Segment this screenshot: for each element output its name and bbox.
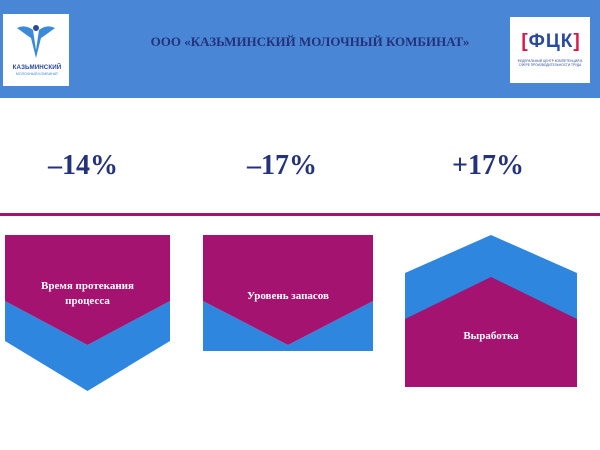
logo-left-subtitle: МОЛОЧНЫЙ КОМБИНАТ	[15, 72, 59, 76]
fck-logo: [ФЦК] ФЕДЕРАЛЬНЫЙ ЦЕНТР КОМПЕТЕНЦИЙ В СФ…	[510, 17, 590, 83]
chevron-down-process-time	[5, 235, 170, 391]
fck-caption: ФЕДЕРАЛЬНЫЙ ЦЕНТР КОМПЕТЕНЦИЙ В СФЕРЕ ПР…	[517, 59, 583, 67]
chevron-blue-band	[203, 301, 373, 351]
chevron-magenta-top	[5, 235, 170, 345]
chevron-magenta-bottom	[405, 277, 577, 387]
fck-mark-text: ФЦК	[528, 31, 574, 52]
chevron-blue-band	[5, 301, 170, 391]
metric-label-output: Выработка	[463, 330, 519, 342]
divider-line	[0, 213, 600, 216]
page-title: ООО «КАЗЬМИНСКИЙ МОЛОЧНЫЙ КОМБИНАТ»	[150, 34, 470, 49]
metric-label-process-time: Время протекания процесса	[41, 280, 134, 307]
metric-value-output: +17%	[452, 150, 524, 181]
fck-mark: [ФЦК]	[518, 31, 584, 55]
milk-drop-icon	[17, 25, 55, 58]
chevron-up-output	[405, 235, 577, 387]
kazminsky-logo: КАЗЬМИНСКИЙ МОЛОЧНЫЙ КОМБИНАТ	[3, 14, 69, 86]
bracket-left-icon: [	[521, 31, 529, 52]
metric-value-process-time: –14%	[48, 150, 118, 181]
metric-label-inventory: Уровень запасов	[247, 290, 329, 302]
logo-left-name: КАЗЬМИНСКИЙ	[12, 64, 62, 71]
metric-value-inventory: –17%	[247, 150, 317, 181]
header-bar: КАЗЬМИНСКИЙ МОЛОЧНЫЙ КОМБИНАТ ООО «КАЗЬМ…	[0, 0, 600, 98]
bracket-right-icon: ]	[573, 31, 581, 52]
chevron-magenta-top	[203, 235, 373, 345]
chevron-down-inventory-shape	[203, 235, 373, 351]
